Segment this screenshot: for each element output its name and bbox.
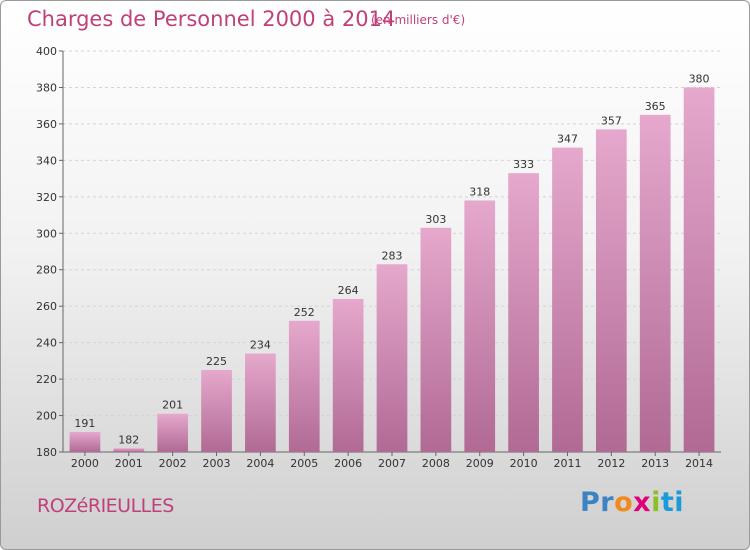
x-tick-label: 2004 — [246, 457, 274, 470]
x-tick-label: 2010 — [510, 457, 538, 470]
bar — [683, 87, 715, 453]
logo-part: x — [633, 487, 652, 518]
commune-name: ROZéRIEULLES — [37, 495, 174, 517]
bar — [420, 227, 452, 452]
x-tick-label: 2006 — [334, 457, 362, 470]
bar — [552, 147, 583, 452]
bar — [288, 320, 320, 452]
bar — [245, 353, 276, 452]
value-label: 347 — [557, 133, 578, 146]
x-tick-label: 2008 — [422, 457, 450, 470]
y-tick-label: 260 — [36, 300, 57, 313]
y-tick-label: 340 — [36, 154, 57, 167]
value-label: 225 — [206, 355, 227, 368]
bar — [201, 369, 232, 452]
x-tick-label: 2002 — [159, 457, 187, 470]
logo-part: Pr — [580, 487, 615, 518]
value-label: 191 — [74, 417, 95, 430]
value-label: 234 — [250, 339, 271, 352]
value-label: 318 — [469, 185, 490, 198]
x-tick-label: 2003 — [203, 457, 231, 470]
bar — [464, 200, 496, 452]
x-tick-label: 2005 — [290, 457, 318, 470]
y-tick-label: 400 — [36, 45, 57, 58]
y-tick-label: 200 — [36, 410, 57, 423]
bar — [508, 173, 539, 452]
proxiti-logo: Proxiti — [580, 487, 684, 518]
y-tick-label: 360 — [36, 118, 57, 131]
y-tick-label: 280 — [36, 264, 57, 277]
labels: 180 200 220 240 260 280 300 320 340 360 380 400 191 2… — [36, 45, 713, 470]
chart-title: Charges de Personnel 2000 à 2014 — [27, 7, 396, 31]
y-tick-label: 380 — [36, 81, 57, 94]
x-tick-label: 2000 — [71, 457, 99, 470]
x-tick-label: 2001 — [115, 457, 143, 470]
x-tick-label: 2007 — [378, 457, 406, 470]
y-tick-label: 240 — [36, 337, 57, 350]
bar — [595, 129, 627, 453]
x-tick-label: 2013 — [641, 457, 669, 470]
value-label: 303 — [425, 213, 446, 226]
y-tick-label: 320 — [36, 191, 57, 204]
bar — [376, 264, 408, 452]
bar — [69, 431, 101, 452]
x-tick-label: 2014 — [685, 457, 713, 470]
x-tick-label: 2009 — [466, 457, 494, 470]
value-label: 252 — [294, 306, 315, 319]
logo-part: i — [651, 487, 661, 518]
y-tick-label: 180 — [36, 446, 57, 459]
value-label: 182 — [118, 433, 139, 446]
bars — [69, 87, 715, 453]
value-label: 357 — [601, 114, 622, 127]
bar — [332, 298, 364, 452]
bar — [157, 413, 189, 452]
value-label: 380 — [689, 72, 710, 85]
logo-part: o — [614, 487, 634, 518]
value-label: 201 — [162, 399, 183, 412]
x-tick-label: 2012 — [597, 457, 625, 470]
value-label: 333 — [513, 158, 534, 171]
value-label: 264 — [338, 284, 359, 297]
value-label: 365 — [645, 100, 666, 113]
logo-part: ti — [660, 487, 685, 518]
y-tick-label: 300 — [36, 227, 57, 240]
x-tick-label: 2011 — [553, 457, 581, 470]
value-label: 283 — [382, 249, 403, 262]
y-tick-label: 220 — [36, 373, 57, 386]
chart-subtitle: (en milliers d'€) — [371, 13, 466, 27]
bar — [113, 448, 145, 452]
bar — [639, 114, 671, 452]
